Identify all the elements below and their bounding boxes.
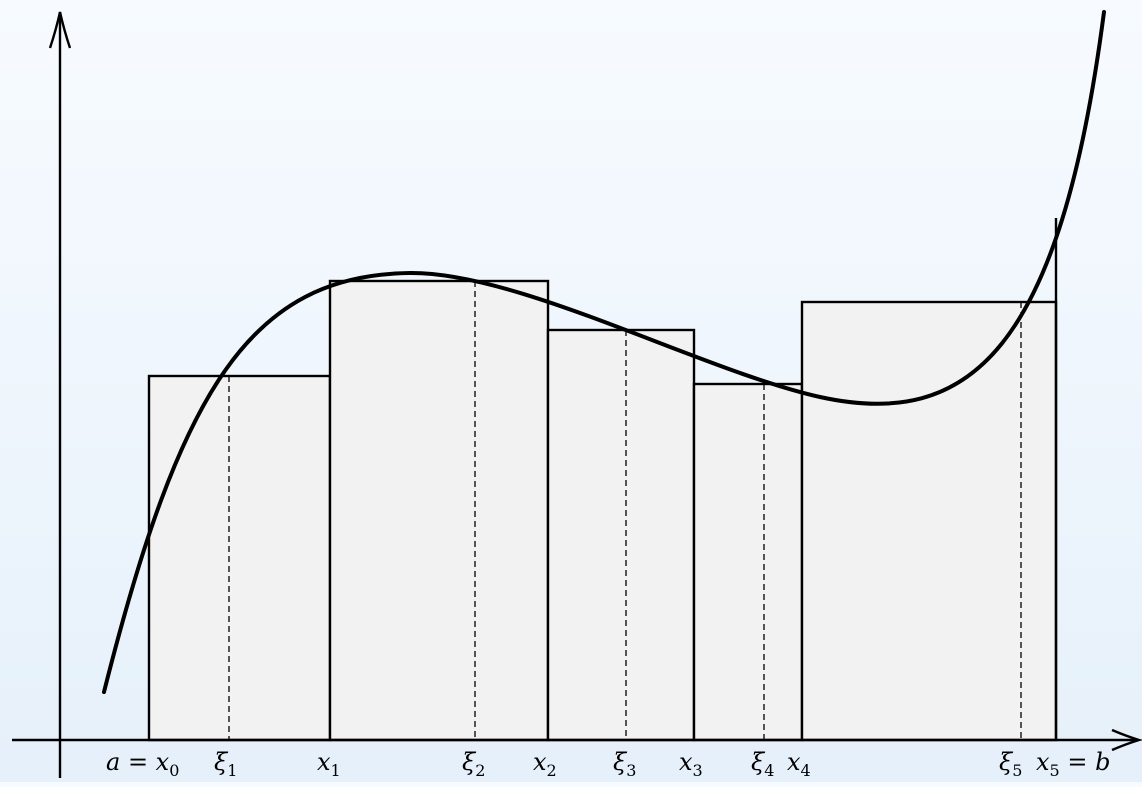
partition-label-x4: x4 (787, 748, 811, 780)
sample-label-xi3: ξ3 (613, 748, 636, 780)
riemann-rectangle-5 (800, 300, 1058, 742)
axes (12, 11, 1142, 778)
riemann-rectangle-3 (546, 328, 696, 742)
riemann-rectangles (147, 279, 1058, 742)
riemann-rectangle-2 (328, 279, 550, 742)
sample-label-xi2: ξ2 (462, 748, 485, 780)
x-axis-arrowhead (1111, 728, 1142, 752)
partition-label-x3: x3 (679, 748, 703, 780)
riemann-rectangle-1 (147, 374, 332, 742)
y-axis-arrowhead (48, 11, 72, 49)
function-curve (102, 10, 1106, 694)
sample-label-xi4: ξ4 (751, 748, 774, 780)
sample-label-xi1: ξ1 (214, 748, 237, 780)
partition-label-x1: x1 (317, 748, 341, 780)
sample-dashed-lines (228, 281, 1022, 740)
partition-labels: a = x0 x1 x2 x3 x4 x5 = b (106, 748, 1110, 780)
sample-label-xi5: ξ5 (999, 748, 1022, 780)
sample-point-labels: ξ1 ξ2 ξ3 ξ4 ξ5 (214, 748, 1022, 780)
partition-label-x2: x2 (533, 748, 557, 780)
riemann-rectangle-4 (692, 382, 804, 742)
partition-label-x5: x5 = b (1036, 748, 1110, 780)
partition-label-x0: a = x0 (106, 748, 179, 780)
